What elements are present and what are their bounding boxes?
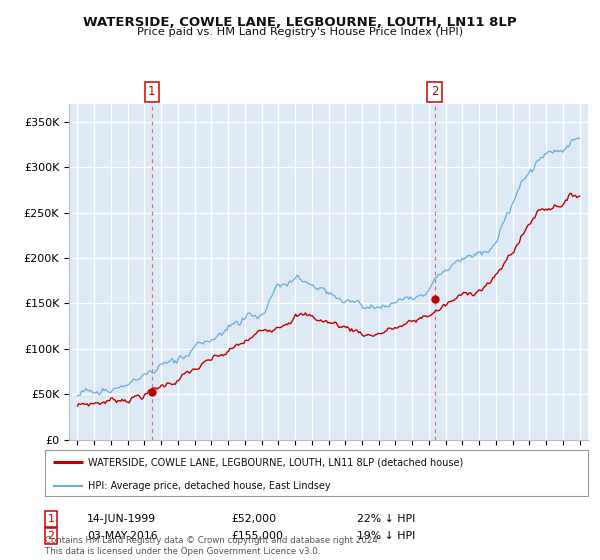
Text: WATERSIDE, COWLE LANE, LEGBOURNE, LOUTH, LN11 8LP: WATERSIDE, COWLE LANE, LEGBOURNE, LOUTH,… [83,16,517,29]
Text: Price paid vs. HM Land Registry's House Price Index (HPI): Price paid vs. HM Land Registry's House … [137,27,463,38]
Text: 1: 1 [47,514,55,524]
Text: 2: 2 [431,85,439,98]
Text: 1: 1 [148,85,155,98]
Text: 22% ↓ HPI: 22% ↓ HPI [357,514,415,524]
Text: £52,000: £52,000 [231,514,276,524]
Text: £155,000: £155,000 [231,531,283,541]
Text: Contains HM Land Registry data © Crown copyright and database right 2024.
This d: Contains HM Land Registry data © Crown c… [45,536,380,556]
Text: 2: 2 [47,531,55,541]
Text: WATERSIDE, COWLE LANE, LEGBOURNE, LOUTH, LN11 8LP (detached house): WATERSIDE, COWLE LANE, LEGBOURNE, LOUTH,… [88,457,464,467]
Text: 03-MAY-2016: 03-MAY-2016 [87,531,158,541]
Text: 19% ↓ HPI: 19% ↓ HPI [357,531,415,541]
Text: HPI: Average price, detached house, East Lindsey: HPI: Average price, detached house, East… [88,482,331,492]
Text: 14-JUN-1999: 14-JUN-1999 [87,514,156,524]
